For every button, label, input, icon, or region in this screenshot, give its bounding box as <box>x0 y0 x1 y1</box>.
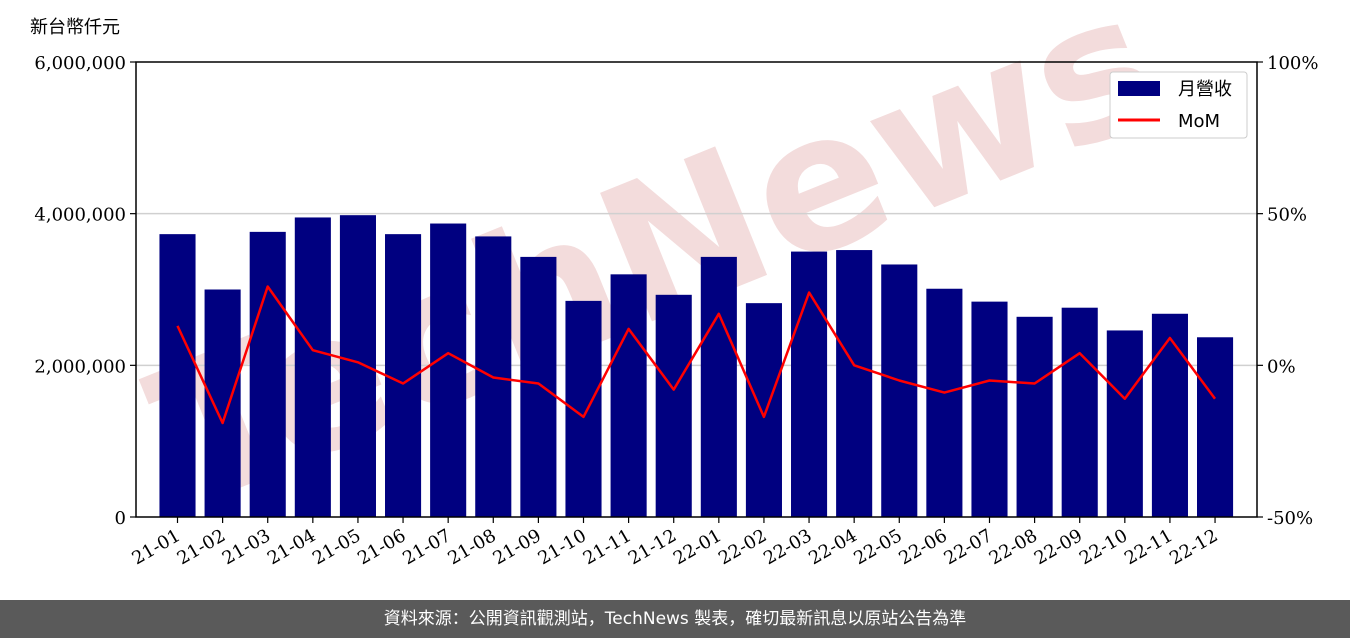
right-y-tick-label: 50% <box>1267 205 1307 226</box>
x-tick-label: 21-05 <box>309 525 364 569</box>
left-y-tick-label: 2,000,000 <box>34 356 126 377</box>
bar-22-12 <box>1197 337 1234 517</box>
bar-22-04 <box>836 250 873 518</box>
bar-22-10 <box>1106 330 1143 517</box>
x-tick-label: 22-03 <box>760 525 815 569</box>
bar-22-09 <box>1061 307 1098 517</box>
x-tick-label: 22-11 <box>1121 525 1176 569</box>
left-y-tick-label: 4,000,000 <box>34 205 126 226</box>
legend-bar-label: 月營收 <box>1178 79 1232 100</box>
x-tick-label: 22-08 <box>986 525 1041 569</box>
bar-21-02 <box>204 289 241 517</box>
x-tick-label: 21-12 <box>625 525 680 569</box>
bar-22-11 <box>1151 313 1188 517</box>
bar-22-02 <box>745 303 782 517</box>
x-tick-label: 21-08 <box>444 525 499 569</box>
bar-21-12 <box>655 294 692 517</box>
x-tick-label: 22-07 <box>941 525 996 569</box>
left-y-tick-label: 0 <box>115 508 126 529</box>
source-footer: 資料來源：公開資訊觀測站，TechNews 製表，確切最新訊息以原站公告為準 <box>0 600 1350 638</box>
mom-line <box>176 285 1217 425</box>
x-tick-label: 21-07 <box>399 525 454 569</box>
y-axis-unit-label: 新台幣仟元 <box>30 17 120 38</box>
legend: 月營收 MoM <box>1109 71 1248 139</box>
bar-21-03 <box>249 231 286 517</box>
x-tick-label: 21-01 <box>129 525 184 569</box>
legend-bar-swatch <box>1118 81 1160 96</box>
left-y-axis: 0 2,000,000 4,000,000 6,000,000 <box>34 53 136 529</box>
x-tick-label: 21-10 <box>535 525 590 569</box>
x-tick-label: 22-09 <box>1031 525 1086 569</box>
x-tick-label: 21-11 <box>580 525 635 569</box>
bar-series <box>159 215 1234 518</box>
bar-22-01 <box>700 256 737 517</box>
mom-line-series <box>176 285 1217 425</box>
bar-21-09 <box>520 256 557 517</box>
x-tick-label: 22-10 <box>1076 525 1131 569</box>
right-y-tick-label: 0% <box>1267 356 1296 377</box>
x-tick-label: 22-04 <box>805 525 860 569</box>
x-tick-label: 22-12 <box>1166 525 1221 569</box>
right-y-tick-label: -50% <box>1267 508 1313 529</box>
x-tick-label: 22-06 <box>895 525 950 569</box>
bar-22-08 <box>1016 316 1053 517</box>
bar-21-07 <box>430 223 467 517</box>
x-tick-label: 22-01 <box>670 525 725 569</box>
bar-21-05 <box>339 215 376 517</box>
x-tick-label: 21-04 <box>264 525 319 569</box>
bar-21-01 <box>159 234 196 517</box>
x-tick-label: 21-09 <box>489 525 544 569</box>
plot-frame <box>135 61 1258 518</box>
bar-22-05 <box>881 264 918 517</box>
x-tick-label: 21-06 <box>354 525 409 569</box>
x-tick-label: 22-02 <box>715 525 770 569</box>
right-y-axis: -50% 0% 50% 100% <box>1257 53 1318 529</box>
bar-21-04 <box>294 217 331 518</box>
left-y-tick-label: 6,000,000 <box>34 53 126 74</box>
bar-22-06 <box>926 288 963 517</box>
x-axis: 21-0121-0221-0321-0421-0521-0621-0721-08… <box>129 517 1222 569</box>
bar-21-11 <box>610 274 647 517</box>
bar-22-07 <box>971 301 1008 517</box>
legend-line-label: MoM <box>1178 111 1220 132</box>
x-tick-label: 22-05 <box>850 525 905 569</box>
right-y-tick-label: 100% <box>1267 53 1318 74</box>
